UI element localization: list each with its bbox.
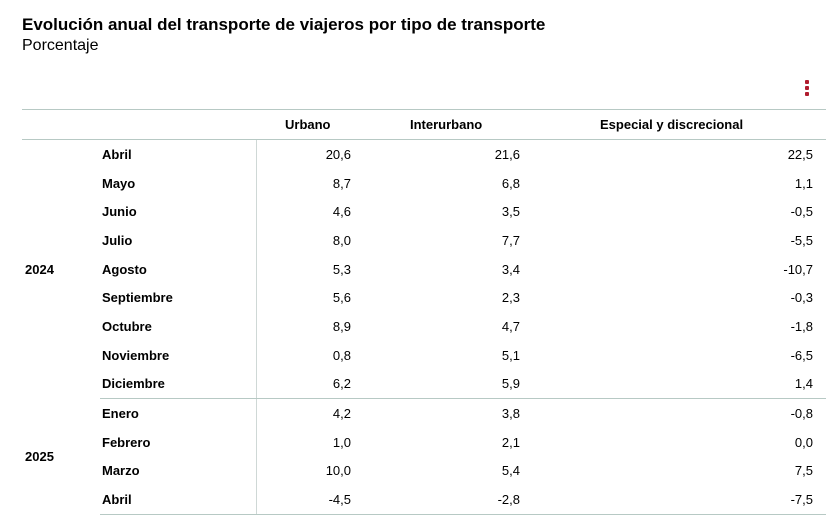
especial-cell: -0,3 <box>790 290 813 306</box>
more-vertical-icon[interactable] <box>803 80 811 100</box>
year-cell: 2025 <box>25 449 54 465</box>
header-year <box>22 109 100 140</box>
urbano-cell: 6,2 <box>255 369 356 400</box>
interurbano-cell: 2,3 <box>501 290 520 306</box>
table-body: 2024 Abril 20,6 21,6 22,5 Mayo 8,7 6,8 1,1 Junio 4… <box>22 139 826 515</box>
urbano-cell: 1,0 <box>255 427 356 457</box>
table-row: Abril -4,5 -2,8 -7,5 <box>22 485 826 515</box>
urbano-cell: 8,0 <box>255 226 356 255</box>
urbano-cell: 20,6 <box>255 139 356 169</box>
interurbano-cell: 4,7 <box>501 318 520 334</box>
urbano-cell: 8,9 <box>255 312 356 341</box>
table-row: Septiembre 5,6 2,3 -0,3 <box>22 283 826 313</box>
month-cell: Noviembre <box>102 347 170 363</box>
urbano-cell: 4,2 <box>255 398 356 428</box>
urbano-cell: -4,5 <box>255 485 356 515</box>
interurbano-cell: 7,7 <box>501 232 520 248</box>
table-row: Julio 8,0 7,7 -5,5 <box>22 226 826 255</box>
especial-cell: -0,5 <box>790 204 813 220</box>
header-urbano: Urbano <box>256 109 356 140</box>
table-row: 2024 Abril 20,6 21,6 22,5 <box>22 139 826 277</box>
urbano-cell: 8,7 <box>255 168 356 198</box>
especial-cell: 1,4 <box>526 369 826 400</box>
table-header-row: Urbano Interurbano Especial y discrecion… <box>22 109 826 140</box>
interurbano-cell: 21,6 <box>494 146 520 162</box>
data-table: Urbano Interurbano Especial y discrecion… <box>22 109 826 515</box>
month-cell: Abril <box>102 146 132 162</box>
especial-cell: -1,8 <box>790 318 813 334</box>
month-cell: Marzo <box>102 463 140 479</box>
urbano-cell: 0,8 <box>255 340 356 370</box>
month-cell: Octubre <box>102 318 152 334</box>
urbano-cell: 5,3 <box>255 254 356 284</box>
month-cell: Junio <box>102 204 137 220</box>
table-row: Diciembre 6,2 5,9 1,4 <box>22 369 826 400</box>
header-interurbano: Interurbano <box>356 109 526 140</box>
interurbano-cell: 3,8 <box>501 406 520 422</box>
table-row: Noviembre 0,8 5,1 -6,5 <box>22 340 826 370</box>
page-title: Evolución anual del transporte de viajer… <box>22 15 546 34</box>
month-cell: Febrero <box>102 434 151 450</box>
especial-cell: -6,5 <box>790 347 813 363</box>
especial-cell: 22,5 <box>787 146 813 162</box>
header-especial: Especial y discrecional <box>526 109 826 140</box>
urbano-cell: 5,6 <box>255 283 356 313</box>
interurbano-cell: 5,1 <box>501 347 520 363</box>
especial-cell: -0,8 <box>790 406 813 422</box>
month-cell: Agosto <box>102 261 147 277</box>
month-cell: Mayo <box>102 175 136 191</box>
interurbano-cell: 5,4 <box>501 463 520 479</box>
urbano-cell: 4,6 <box>255 197 356 227</box>
interurbano-cell: 3,4 <box>501 261 520 277</box>
table-row: Mayo 8,7 6,8 1,1 <box>22 168 826 198</box>
interurbano-cell: -2,8 <box>356 485 526 515</box>
table-row: Marzo 10,0 5,4 7,5 <box>22 456 826 486</box>
month-cell: Abril <box>100 485 256 515</box>
urbano-cell: 10,0 <box>255 456 356 486</box>
especial-cell: 7,5 <box>794 463 813 479</box>
table-row: Febrero 1,0 2,1 0,0 <box>22 427 826 457</box>
table-row: 2025 Enero 4,2 3,8 -0,8 <box>22 398 826 464</box>
interurbano-cell: 2,1 <box>501 434 520 450</box>
month-cell: Enero <box>102 406 139 422</box>
interurbano-cell: 3,5 <box>501 204 520 220</box>
year-cell: 2024 <box>25 261 54 277</box>
table-row: Octubre 8,9 4,7 -1,8 <box>22 312 826 341</box>
month-cell: Diciembre <box>100 369 256 400</box>
table-row: Junio 4,6 3,5 -0,5 <box>22 197 826 227</box>
especial-cell: -7,5 <box>526 485 826 515</box>
table-row: Agosto 5,3 3,4 -10,7 <box>22 254 826 284</box>
especial-cell: 0,0 <box>794 434 813 450</box>
month-cell: Julio <box>102 232 133 248</box>
page-subtitle: Porcentaje <box>22 37 99 54</box>
especial-cell: -10,7 <box>783 261 813 277</box>
interurbano-cell: 6,8 <box>501 175 520 191</box>
especial-cell: -5,5 <box>790 232 813 248</box>
interurbano-cell: 5,9 <box>356 369 526 400</box>
header-month <box>100 109 256 140</box>
especial-cell: 1,1 <box>794 175 813 191</box>
month-cell: Septiembre <box>102 290 173 306</box>
